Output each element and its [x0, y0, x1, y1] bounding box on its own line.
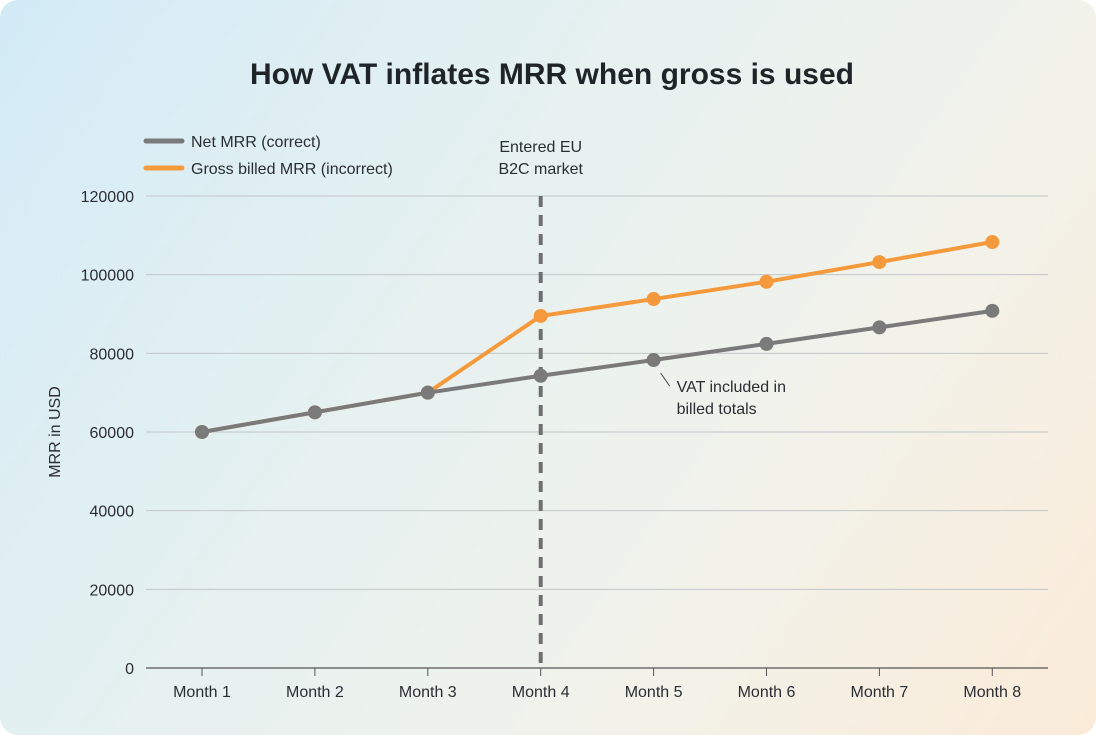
x-tick-label: Month 7 [850, 684, 908, 701]
y-tick-label: 120000 [81, 189, 134, 206]
data-point [420, 385, 435, 400]
x-tick-label: Month 5 [625, 684, 683, 701]
y-axis-label: MRR in USD [47, 386, 64, 478]
event-marker-label: B2C market [498, 161, 583, 178]
series-line-gross [201, 240, 993, 434]
data-point [646, 292, 661, 307]
event-marker-label: Entered EU [499, 139, 582, 156]
callout-label: billed totals [677, 401, 757, 418]
x-tick-label: Month 4 [512, 684, 570, 701]
y-tick-label: 100000 [81, 268, 134, 285]
x-tick-label: Month 2 [286, 684, 344, 701]
callout-label: VAT included in [677, 379, 786, 396]
data-point [195, 425, 209, 439]
y-tick-label: 20000 [90, 582, 135, 599]
x-tick-label: Month 3 [399, 684, 457, 701]
y-tick-label: 40000 [90, 504, 135, 521]
legend-label: Gross billed MRR (incorrect) [191, 161, 393, 178]
y-tick-label: 60000 [90, 425, 135, 442]
x-tick-label: Month 8 [963, 684, 1021, 701]
data-point [985, 235, 1000, 250]
data-point [646, 353, 661, 368]
data-point [985, 303, 1000, 318]
x-tick-label: Month 6 [738, 684, 796, 701]
chart-title: How VAT inflates MRR when gross is used [250, 58, 854, 91]
data-point [307, 405, 322, 420]
series-line-net [201, 308, 993, 434]
y-tick-label: 80000 [90, 346, 135, 363]
x-tick-label: Month 1 [173, 684, 231, 701]
data-point [872, 320, 887, 335]
data-point [533, 308, 548, 323]
data-point [533, 368, 548, 383]
y-tick-label: 0 [125, 661, 134, 678]
callout-leader [660, 372, 671, 387]
legend-label: Net MRR (correct) [191, 134, 321, 151]
data-point [759, 274, 774, 289]
data-point [759, 336, 774, 351]
data-point [872, 255, 887, 270]
